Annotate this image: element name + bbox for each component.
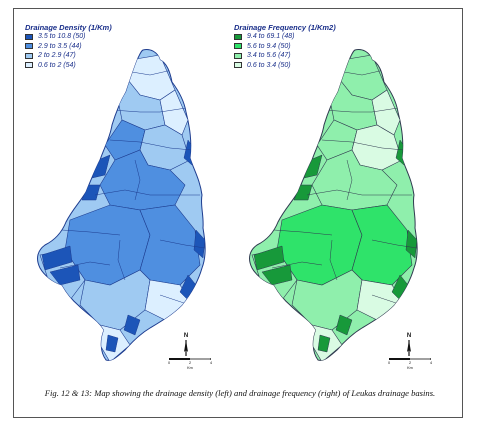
legend-label: 0.6 to 2 (54) [38,61,76,69]
legend-item: 0.6 to 3.4 (50) [234,61,336,71]
legend-drainage-frequency: Drainage Frequency (1/Km2) 9.4 to 69.1 (… [234,23,336,70]
legend-title: Drainage Frequency (1/Km2) [234,23,336,32]
legend-swatch [25,52,33,59]
basin-northeast [371,89,401,136]
legend-label: 2 to 2.9 (47) [38,52,76,60]
scale-bar-right: 0 2 4 Km [388,358,432,370]
legend-swatch [25,43,33,50]
basin-divides [271,69,418,306]
scale-tick: 4 [430,361,432,365]
scale-tick: 4 [210,361,212,365]
legend-item: 2 to 2.9 (47) [25,51,112,61]
legend-label: 0.6 to 3.4 (50) [247,61,291,69]
scale-tick: 2 [409,361,411,365]
drainage-frequency-map [249,49,418,361]
legend-drainage-density: Drainage Density (1/Km) 3.5 to 10.8 (50)… [25,23,112,70]
legend-label: 9.4 to 69.1 (48) [247,33,295,41]
legend-item: 5.6 to 9.4 (50) [234,42,336,52]
scale-bar-left: 0 2 4 Km [168,358,212,370]
legend-item: 3.4 to 5.6 (47) [234,51,336,61]
legend-item: 2.9 to 3.5 (44) [25,42,112,52]
legend-item: 9.4 to 69.1 (48) [234,32,336,42]
legend-swatch [234,62,242,69]
legend-swatch [234,52,242,59]
north-arrow-left: N [184,333,188,356]
legend-label: 3.4 to 5.6 (47) [247,52,291,60]
coastal-basins [41,139,206,353]
legend-swatch [234,43,242,50]
legend-label: 3.5 to 10.8 (50) [38,33,86,41]
figure-caption: Fig. 12 & 13: Map showing the drainage d… [44,388,436,398]
legend-label: 5.6 to 9.4 (50) [247,42,291,50]
scale-unit: Km [187,366,193,370]
legend-label: 2.9 to 3.5 (44) [38,42,82,50]
drainage-density-map [37,49,206,361]
legend-swatch [25,62,33,69]
legend-swatch [234,33,242,40]
north-label: N [407,333,411,339]
basin-northeast [159,89,189,136]
scale-tick: 0 [168,361,170,365]
basin-divides [59,69,206,306]
scale-unit: Km [407,366,413,370]
legend-item: 3.5 to 10.8 (50) [25,32,112,42]
legend-swatch [25,33,33,40]
legend-item: 0.6 to 2 (54) [25,61,112,71]
north-arrow-right: N [407,333,411,356]
legend-title: Drainage Density (1/Km) [25,23,112,32]
north-label: N [184,333,188,339]
scale-tick: 0 [388,361,390,365]
scale-tick: 2 [189,361,191,365]
